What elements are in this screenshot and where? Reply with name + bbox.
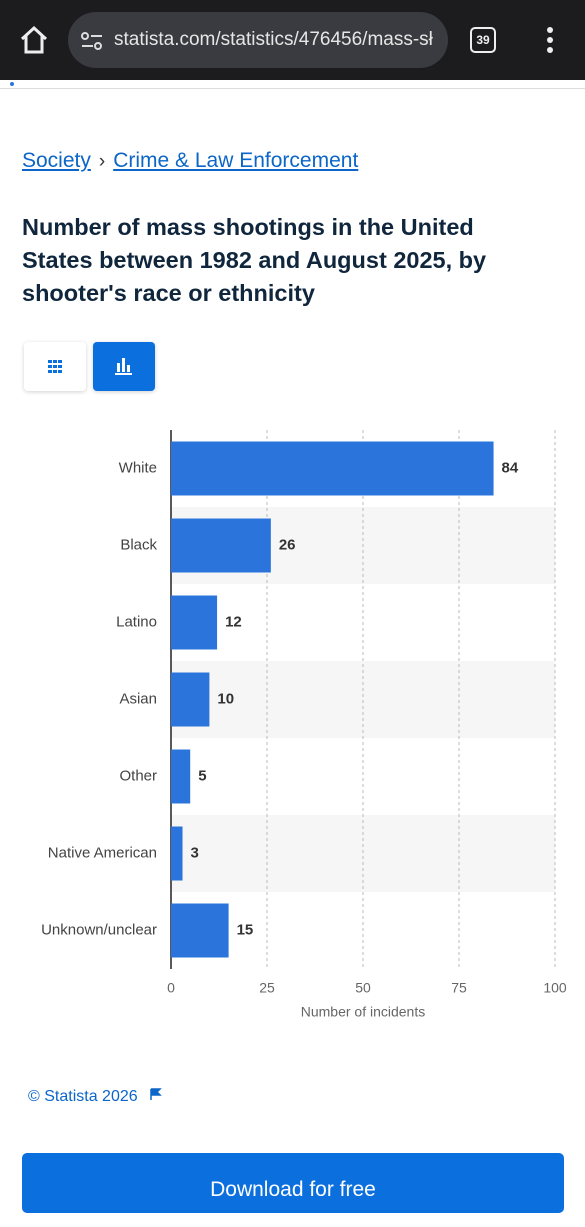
breadcrumb: Society › Crime & Law Enforcement <box>22 149 358 173</box>
data-label: 15 <box>237 921 254 938</box>
x-tick-label: 100 <box>543 980 567 996</box>
y-tick-label: White <box>119 459 157 476</box>
bar <box>171 441 494 496</box>
y-tick-label: Black <box>120 536 157 553</box>
data-label: 10 <box>217 690 234 707</box>
y-tick-label: Native American <box>48 844 157 861</box>
table-icon <box>48 360 62 373</box>
bar <box>171 595 218 650</box>
y-tick-label: Unknown/unclear <box>41 921 157 938</box>
chart: Number of incidents 0 25 50 75 100 White 84 Bla… <box>41 430 567 1020</box>
bar <box>171 903 229 958</box>
breadcrumb-separator: › <box>98 151 106 172</box>
y-tick-label: Asian <box>119 690 157 707</box>
x-tick-label: 0 <box>167 980 175 996</box>
site-settings-icon[interactable] <box>80 30 104 52</box>
data-label: 84 <box>502 459 519 476</box>
tab-count[interactable]: 39 <box>470 27 496 53</box>
copyright: © Statista 2026 <box>28 1087 162 1106</box>
browser-bar: statista.com/statistics/476456/mass-sł 3… <box>0 0 585 80</box>
data-label: 12 <box>225 613 242 630</box>
bar <box>171 826 183 881</box>
x-axis-title: Number of incidents <box>301 1004 426 1020</box>
indicator-dot <box>10 82 14 86</box>
x-tick-label: 50 <box>355 980 371 996</box>
url-text: statista.com/statistics/476456/mass-sł <box>114 29 433 50</box>
url-bar[interactable]: statista.com/statistics/476456/mass-sł <box>68 12 448 68</box>
bar <box>171 518 271 573</box>
y-tick-label: Latino <box>116 613 157 630</box>
breadcrumb-link[interactable]: Society <box>22 149 91 172</box>
chart-view-button[interactable] <box>93 342 155 391</box>
bar <box>171 749 191 804</box>
page-header-strip <box>0 80 585 89</box>
data-label: 26 <box>279 536 296 553</box>
flag-icon[interactable] <box>148 1087 162 1101</box>
x-tick-label: 75 <box>451 980 467 996</box>
menu-button[interactable] <box>540 26 560 54</box>
data-label: 3 <box>191 844 199 861</box>
chart-icon <box>115 358 132 375</box>
download-button[interactable]: Download for free <box>22 1153 564 1213</box>
chart-title: Number of mass shootings in the United S… <box>22 214 487 306</box>
bar <box>171 672 210 727</box>
y-tick-label: Other <box>119 767 157 784</box>
home-button[interactable] <box>18 24 50 56</box>
x-tick-label: 25 <box>259 980 275 996</box>
copyright-text[interactable]: © Statista 2026 <box>28 1088 138 1105</box>
table-view-button[interactable] <box>24 342 86 391</box>
data-label: 5 <box>198 767 206 784</box>
breadcrumb-link[interactable]: Crime & Law Enforcement <box>113 149 359 172</box>
